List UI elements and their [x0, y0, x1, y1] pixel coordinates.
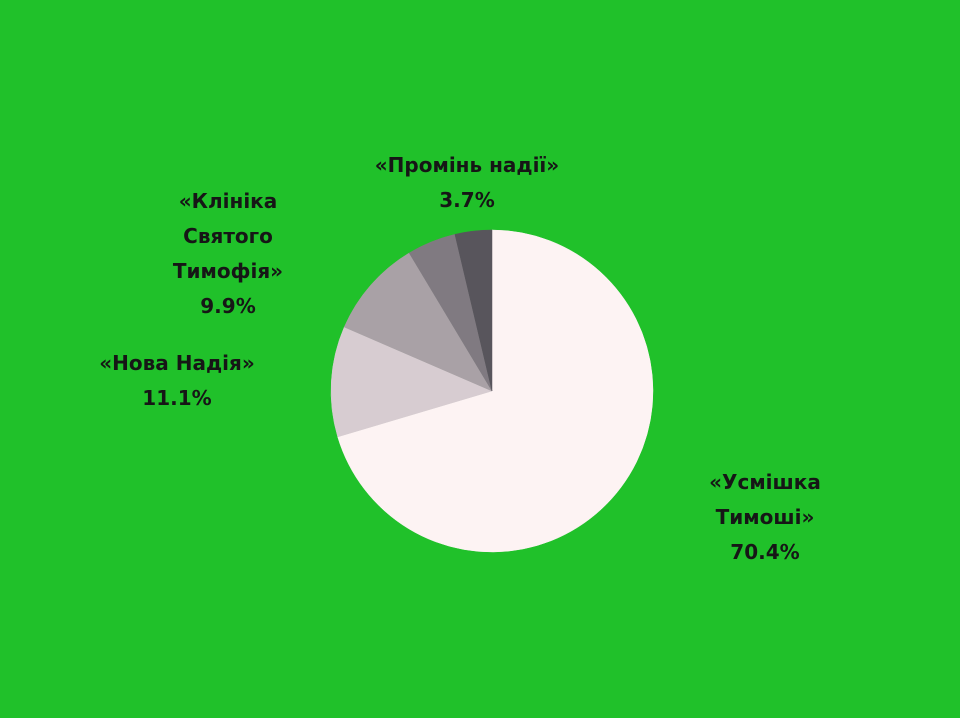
- label-klinika-percent: 9.9%: [200, 294, 256, 318]
- label-klinika-line-3: Тимофія»: [172, 259, 284, 283]
- slice-usmishka-tymoshi: [337, 229, 654, 553]
- label-promin-line-1: «Промінь надії»: [374, 153, 560, 177]
- label-usmishka-line-2: Тимоші»: [715, 505, 815, 529]
- label-klinika-line-1: «Клініка: [178, 189, 278, 213]
- label-usmishka-line-1: «Усмішка: [709, 470, 821, 494]
- label-nova-nadiya-line-1: «Нова Надія»: [99, 351, 255, 375]
- label-promin-percent: 3.7%: [439, 188, 495, 212]
- label-klinika-line-2: Святого: [183, 224, 273, 248]
- label-usmishka-percent: 70.4%: [730, 540, 800, 564]
- slice-promin-nadii-dark: [454, 229, 493, 392]
- slice-klinika-sviatoho-tymofiia: [343, 252, 493, 392]
- label-klinika-sviatoho-tymofiia: «Клініка Святого Тимофія» 9.9%: [118, 184, 338, 324]
- label-nova-nadiya-percent: 11.1%: [142, 386, 212, 410]
- label-promin-nadii: «Промінь надії» 3.7%: [342, 148, 592, 218]
- label-usmishka-tymoshi: «Усмішка Тимоші» 70.4%: [660, 465, 870, 570]
- slice-nova-nadiya: [330, 326, 493, 438]
- label-nova-nadiya: «Нова Надія» 11.1%: [72, 346, 282, 416]
